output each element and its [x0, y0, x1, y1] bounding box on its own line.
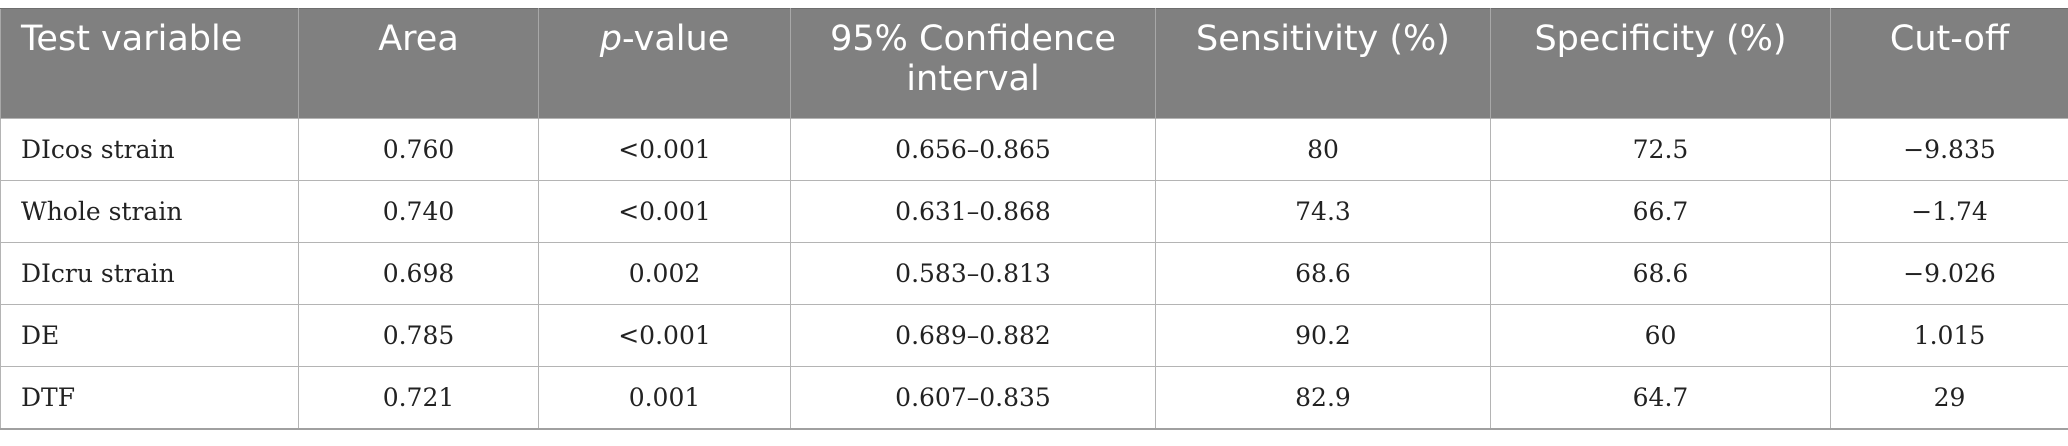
- cell-area: 0.721: [298, 366, 539, 430]
- cell-confidence-interval: 0.689–0.882: [790, 304, 1156, 367]
- header-p-value-rest: -value: [621, 19, 730, 59]
- cell-test-variable: DIcos strain: [0, 118, 299, 181]
- cell-confidence-interval: 0.631–0.868: [790, 180, 1156, 243]
- table-row: DIcos strain 0.760 <0.001 0.656–0.865 80…: [0, 118, 2068, 181]
- cell-test-variable: DIcru strain: [0, 242, 299, 305]
- header-cutoff: Cut-off: [1830, 8, 2068, 119]
- table-row: Whole strain 0.740 <0.001 0.631–0.868 74…: [0, 180, 2068, 243]
- cell-area: 0.785: [298, 304, 539, 367]
- cell-specificity: 66.7: [1490, 180, 1831, 243]
- cell-confidence-interval: 0.583–0.813: [790, 242, 1156, 305]
- cell-cutoff: −9.835: [1830, 118, 2068, 181]
- table-row: DE 0.785 <0.001 0.689–0.882 90.2 60 1.01…: [0, 304, 2068, 367]
- cell-area: 0.740: [298, 180, 539, 243]
- header-confidence-interval: 95% Confidence interval: [790, 8, 1156, 119]
- cell-area: 0.698: [298, 242, 539, 305]
- cell-test-variable: DE: [0, 304, 299, 367]
- cell-area: 0.760: [298, 118, 539, 181]
- cell-cutoff: 1.015: [1830, 304, 2068, 367]
- cell-cutoff: −1.74: [1830, 180, 2068, 243]
- header-p-value: p-value: [538, 8, 791, 119]
- cell-p-value: 0.001: [538, 366, 791, 430]
- cell-sensitivity: 90.2: [1155, 304, 1491, 367]
- cell-cutoff: 29: [1830, 366, 2068, 430]
- header-row: Test variable Area p-value 95% Confidenc…: [0, 8, 2068, 119]
- table-header: Test variable Area p-value 95% Confidenc…: [0, 8, 2068, 119]
- table-body: DIcos strain 0.760 <0.001 0.656–0.865 80…: [0, 118, 2068, 430]
- table-row: DTF 0.721 0.001 0.607–0.835 82.9 64.7 29: [0, 366, 2068, 430]
- header-area: Area: [298, 8, 539, 119]
- header-p-value-italic: p: [599, 19, 622, 59]
- cell-sensitivity: 74.3: [1155, 180, 1491, 243]
- cell-cutoff: −9.026: [1830, 242, 2068, 305]
- cell-sensitivity: 80: [1155, 118, 1491, 181]
- cell-confidence-interval: 0.656–0.865: [790, 118, 1156, 181]
- cell-sensitivity: 68.6: [1155, 242, 1491, 305]
- cell-specificity: 68.6: [1490, 242, 1831, 305]
- cell-sensitivity: 82.9: [1155, 366, 1491, 430]
- cell-test-variable: Whole strain: [0, 180, 299, 243]
- header-specificity: Specificity (%): [1490, 8, 1831, 119]
- cell-p-value: 0.002: [538, 242, 791, 305]
- cell-specificity: 64.7: [1490, 366, 1831, 430]
- table-row: DIcru strain 0.698 0.002 0.583–0.813 68.…: [0, 242, 2068, 305]
- cell-specificity: 72.5: [1490, 118, 1831, 181]
- cell-p-value: <0.001: [538, 180, 791, 243]
- cell-specificity: 60: [1490, 304, 1831, 367]
- cell-confidence-interval: 0.607–0.835: [790, 366, 1156, 430]
- results-table-container: Test variable Area p-value 95% Confidenc…: [0, 8, 2068, 430]
- cell-test-variable: DTF: [0, 366, 299, 430]
- roc-results-table: Test variable Area p-value 95% Confidenc…: [0, 8, 2068, 430]
- header-test-variable: Test variable: [0, 8, 299, 119]
- cell-p-value: <0.001: [538, 118, 791, 181]
- cell-p-value: <0.001: [538, 304, 791, 367]
- header-sensitivity: Sensitivity (%): [1155, 8, 1491, 119]
